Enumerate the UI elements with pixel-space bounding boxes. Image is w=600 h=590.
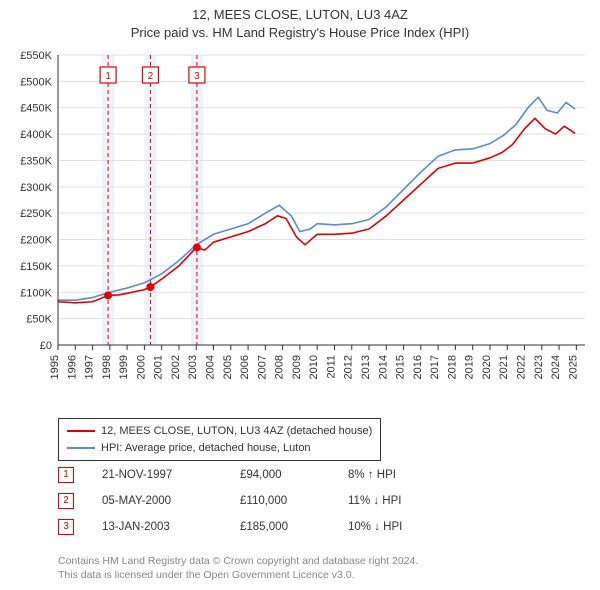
legend: 12, MEES CLOSE, LUTON, LU3 4AZ (detached… bbox=[58, 418, 381, 461]
attribution: Contains HM Land Registry data © Crown c… bbox=[58, 554, 418, 582]
chart: £0 £50K £100K £150K £200K £250K £300K £350K £400… bbox=[10, 45, 590, 415]
svg-text:£550K: £550K bbox=[20, 50, 52, 62]
svg-text:1: 1 bbox=[105, 71, 111, 82]
svg-text:2007: 2007 bbox=[256, 355, 268, 379]
svg-text:2003: 2003 bbox=[187, 355, 199, 379]
svg-text:£150K: £150K bbox=[20, 261, 52, 273]
legend-row: 12, MEES CLOSE, LUTON, LU3 4AZ (detached… bbox=[67, 423, 372, 440]
svg-text:2020: 2020 bbox=[481, 355, 493, 379]
svg-text:£0: £0 bbox=[40, 340, 52, 352]
svg-text:1997: 1997 bbox=[84, 355, 96, 379]
svg-text:1995: 1995 bbox=[49, 355, 61, 379]
svg-text:2004: 2004 bbox=[205, 355, 217, 379]
svg-text:2024: 2024 bbox=[550, 355, 562, 379]
svg-text:£300K: £300K bbox=[20, 182, 52, 194]
events-table: 1 21-NOV-1997 £94,000 8% ↑ HPI 2 05-MAY-… bbox=[58, 462, 448, 540]
event-marker-icon: 2 bbox=[58, 493, 74, 509]
event-date: 05-MAY-2000 bbox=[102, 495, 212, 507]
svg-text:2018: 2018 bbox=[446, 355, 458, 379]
svg-text:3: 3 bbox=[194, 71, 200, 82]
attribution-line1: Contains HM Land Registry data © Crown c… bbox=[58, 554, 418, 568]
event-pct: 10% ↓ HPI bbox=[348, 521, 448, 533]
svg-text:2: 2 bbox=[148, 71, 154, 82]
svg-text:£50K: £50K bbox=[26, 314, 52, 326]
event-row: 1 21-NOV-1997 £94,000 8% ↑ HPI bbox=[58, 462, 448, 488]
svg-text:2002: 2002 bbox=[170, 355, 182, 379]
svg-text:2022: 2022 bbox=[516, 355, 528, 379]
svg-text:2000: 2000 bbox=[135, 355, 147, 379]
svg-text:2011: 2011 bbox=[325, 355, 337, 379]
svg-text:2017: 2017 bbox=[429, 355, 441, 379]
svg-text:2006: 2006 bbox=[239, 355, 251, 379]
svg-text:2014: 2014 bbox=[377, 355, 389, 379]
svg-text:2013: 2013 bbox=[360, 355, 372, 379]
event-price: £110,000 bbox=[240, 495, 320, 507]
svg-text:2010: 2010 bbox=[308, 355, 320, 379]
svg-text:2009: 2009 bbox=[291, 355, 303, 379]
svg-text:2015: 2015 bbox=[395, 355, 407, 379]
svg-text:£100K: £100K bbox=[20, 287, 52, 299]
svg-text:2012: 2012 bbox=[343, 355, 355, 379]
svg-text:2019: 2019 bbox=[464, 355, 476, 379]
chart-svg: £0 £50K £100K £150K £200K £250K £300K £350K £400… bbox=[10, 45, 590, 415]
legend-label: HPI: Average price, detached house, Luto… bbox=[101, 440, 311, 457]
event-marker-icon: 3 bbox=[58, 519, 74, 535]
svg-text:£350K: £350K bbox=[20, 155, 52, 167]
svg-text:1998: 1998 bbox=[101, 355, 113, 379]
svg-text:£200K: £200K bbox=[20, 235, 52, 247]
event-price: £185,000 bbox=[240, 521, 320, 533]
svg-text:2023: 2023 bbox=[533, 355, 545, 379]
chart-title-line2: Price paid vs. HM Land Registry's House … bbox=[0, 24, 600, 42]
legend-label: 12, MEES CLOSE, LUTON, LU3 4AZ (detached… bbox=[101, 423, 372, 440]
svg-text:£400K: £400K bbox=[20, 129, 52, 141]
chart-title: 12, MEES CLOSE, LUTON, LU3 4AZ Price pai… bbox=[0, 0, 600, 41]
svg-text:2021: 2021 bbox=[498, 355, 510, 379]
svg-text:1996: 1996 bbox=[66, 355, 78, 379]
legend-row: HPI: Average price, detached house, Luto… bbox=[67, 440, 372, 457]
event-date: 13-JAN-2003 bbox=[102, 521, 212, 533]
event-pct: 8% ↑ HPI bbox=[348, 469, 448, 481]
legend-swatch bbox=[67, 430, 95, 432]
svg-text:2016: 2016 bbox=[412, 355, 424, 379]
event-marker-icon: 1 bbox=[58, 467, 74, 483]
svg-text:1999: 1999 bbox=[118, 355, 130, 379]
svg-text:2001: 2001 bbox=[153, 355, 165, 379]
event-row: 2 05-MAY-2000 £110,000 11% ↓ HPI bbox=[58, 488, 448, 514]
event-pct: 11% ↓ HPI bbox=[348, 495, 448, 507]
attribution-line2: This data is licensed under the Open Gov… bbox=[58, 568, 418, 582]
svg-text:£450K: £450K bbox=[20, 103, 52, 115]
event-price: £94,000 bbox=[240, 469, 320, 481]
svg-text:2025: 2025 bbox=[567, 355, 579, 379]
legend-swatch bbox=[67, 447, 95, 449]
chart-title-line1: 12, MEES CLOSE, LUTON, LU3 4AZ bbox=[0, 6, 600, 24]
svg-text:£250K: £250K bbox=[20, 208, 52, 220]
event-date: 21-NOV-1997 bbox=[102, 469, 212, 481]
event-row: 3 13-JAN-2003 £185,000 10% ↓ HPI bbox=[58, 514, 448, 540]
svg-text:£500K: £500K bbox=[20, 76, 52, 88]
svg-text:2008: 2008 bbox=[274, 355, 286, 379]
svg-text:2005: 2005 bbox=[222, 355, 234, 379]
